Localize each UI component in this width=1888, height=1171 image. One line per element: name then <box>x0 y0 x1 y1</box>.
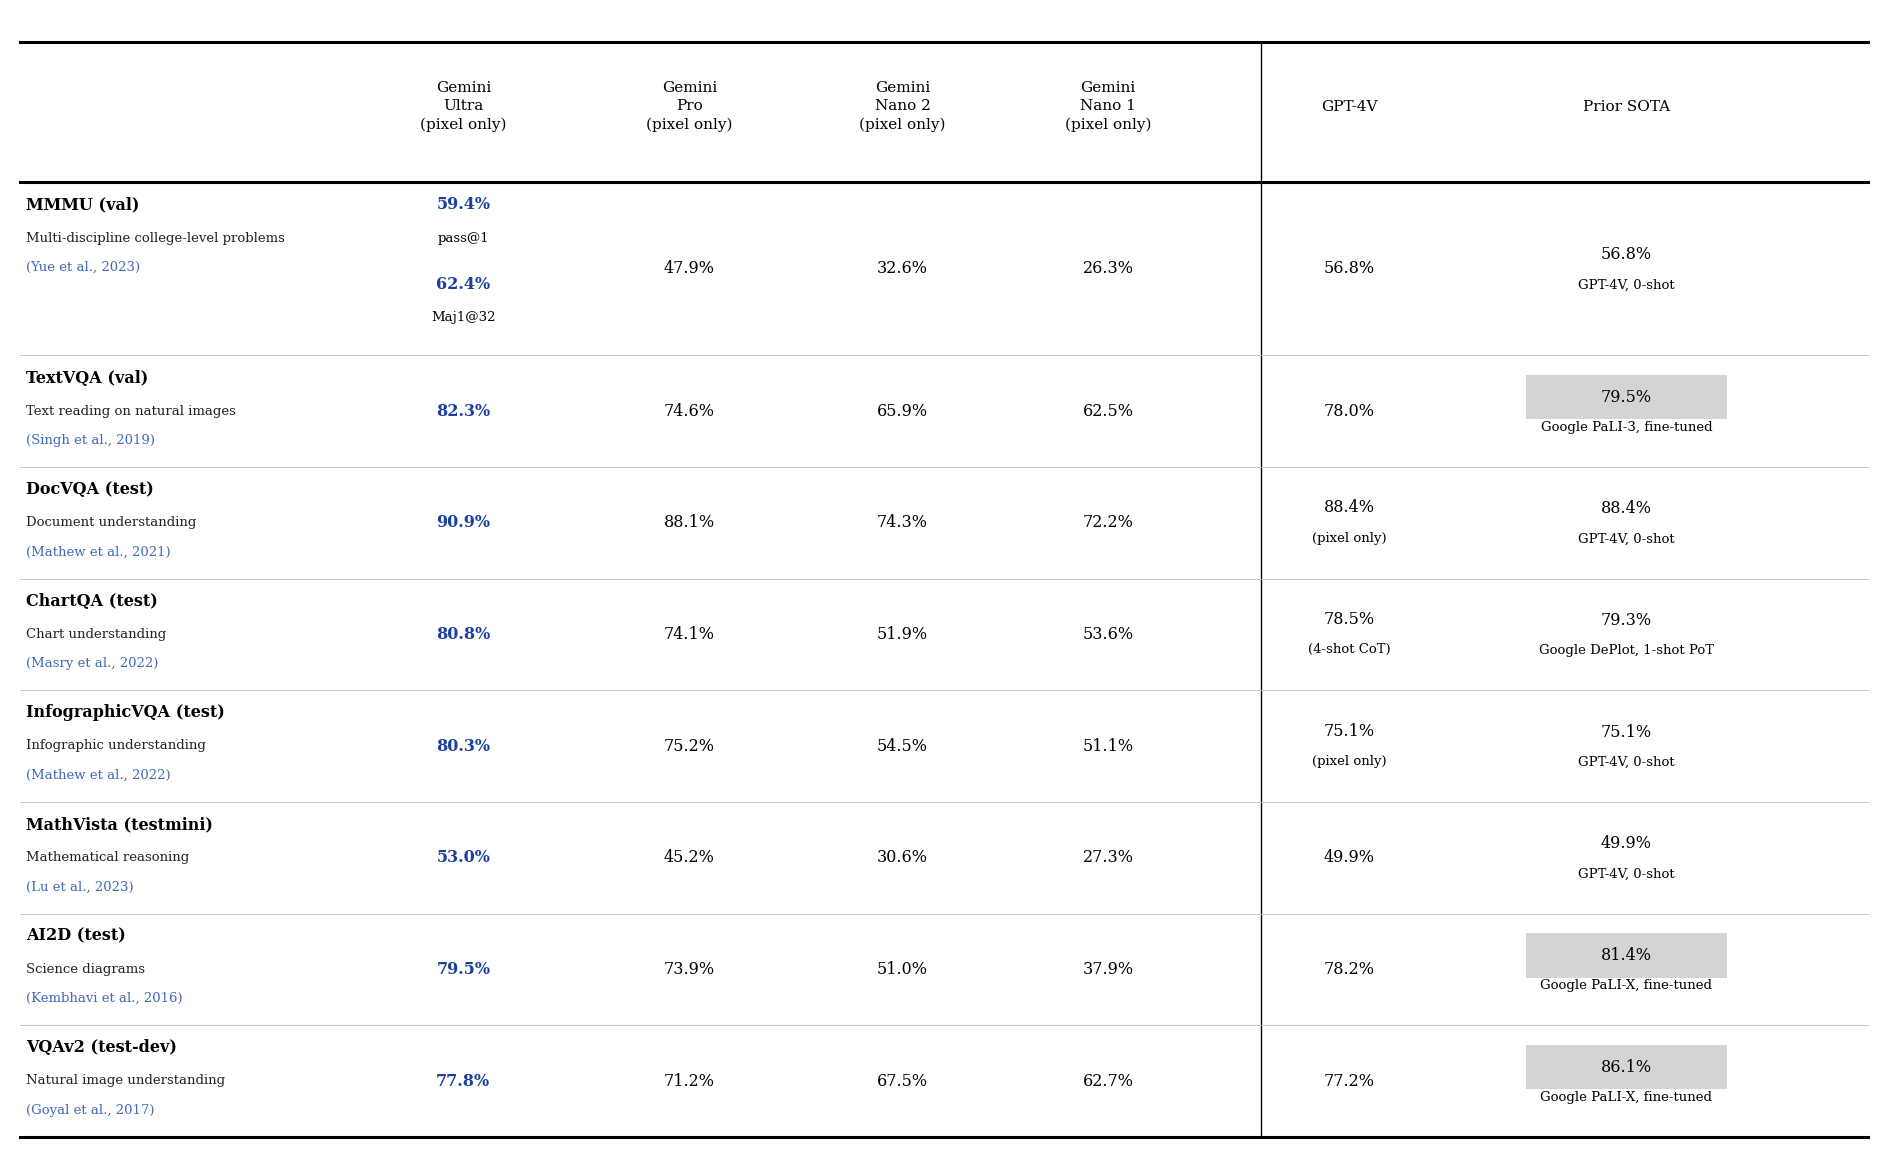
Text: GPT-4V, 0-shot: GPT-4V, 0-shot <box>1578 756 1675 769</box>
Text: 45.2%: 45.2% <box>665 849 716 867</box>
Text: 78.2%: 78.2% <box>1323 961 1374 978</box>
Text: 53.0%: 53.0% <box>436 849 491 867</box>
Text: Natural image understanding: Natural image understanding <box>26 1074 225 1088</box>
Text: 90.9%: 90.9% <box>436 514 491 532</box>
Text: 51.1%: 51.1% <box>1082 738 1133 754</box>
Text: Gemini
Ultra
(pixel only): Gemini Ultra (pixel only) <box>419 81 506 132</box>
Text: 62.7%: 62.7% <box>1082 1073 1133 1089</box>
Text: Google DePlot, 1-shot PoT: Google DePlot, 1-shot PoT <box>1539 644 1714 657</box>
Text: (Mathew et al., 2021): (Mathew et al., 2021) <box>26 546 170 559</box>
FancyBboxPatch shape <box>1526 1045 1728 1089</box>
Text: 80.8%: 80.8% <box>436 626 491 643</box>
Text: 53.6%: 53.6% <box>1082 626 1133 643</box>
Text: 37.9%: 37.9% <box>1082 961 1133 978</box>
Text: 26.3%: 26.3% <box>1082 260 1133 278</box>
Text: 88.4%: 88.4% <box>1323 499 1374 516</box>
Text: 75.1%: 75.1% <box>1601 724 1652 741</box>
Text: 88.1%: 88.1% <box>665 514 716 532</box>
Text: (Goyal et al., 2017): (Goyal et al., 2017) <box>26 1103 155 1116</box>
Text: Infographic understanding: Infographic understanding <box>26 739 206 753</box>
Text: 74.1%: 74.1% <box>665 626 716 643</box>
Text: Text reading on natural images: Text reading on natural images <box>26 404 236 418</box>
Text: 73.9%: 73.9% <box>665 961 716 978</box>
Text: 74.3%: 74.3% <box>878 514 929 532</box>
Text: Prior SOTA: Prior SOTA <box>1582 100 1671 114</box>
Text: Gemini
Pro
(pixel only): Gemini Pro (pixel only) <box>646 81 733 132</box>
Text: 47.9%: 47.9% <box>665 260 716 278</box>
Text: 56.8%: 56.8% <box>1601 246 1652 263</box>
Text: Google PaLI-X, fine-tuned: Google PaLI-X, fine-tuned <box>1541 1091 1712 1104</box>
Text: 49.9%: 49.9% <box>1323 849 1374 867</box>
Text: (Kembhavi et al., 2016): (Kembhavi et al., 2016) <box>26 992 183 1005</box>
Text: 79.3%: 79.3% <box>1601 612 1652 629</box>
Text: VQAv2 (test-dev): VQAv2 (test-dev) <box>26 1040 177 1056</box>
Text: 62.4%: 62.4% <box>436 276 491 293</box>
Text: (Masry et al., 2022): (Masry et al., 2022) <box>26 657 159 670</box>
Text: 56.8%: 56.8% <box>1323 260 1374 278</box>
Text: 79.5%: 79.5% <box>436 961 491 978</box>
Text: Multi-discipline college-level problems: Multi-discipline college-level problems <box>26 232 285 245</box>
Text: (Yue et al., 2023): (Yue et al., 2023) <box>26 261 140 274</box>
Text: GPT-4V, 0-shot: GPT-4V, 0-shot <box>1578 533 1675 546</box>
Text: 81.4%: 81.4% <box>1601 947 1652 964</box>
Text: 72.2%: 72.2% <box>1082 514 1133 532</box>
Text: Maj1@32: Maj1@32 <box>430 311 495 324</box>
Text: 59.4%: 59.4% <box>436 197 491 213</box>
Text: 32.6%: 32.6% <box>878 260 929 278</box>
Text: InfographicVQA (test): InfographicVQA (test) <box>26 705 225 721</box>
Text: 86.1%: 86.1% <box>1601 1059 1652 1076</box>
Text: TextVQA (val): TextVQA (val) <box>26 370 147 386</box>
Text: 75.1%: 75.1% <box>1323 723 1374 740</box>
FancyBboxPatch shape <box>1526 933 1728 978</box>
Text: 79.5%: 79.5% <box>1601 389 1652 406</box>
Text: 77.2%: 77.2% <box>1323 1073 1374 1089</box>
Text: AI2D (test): AI2D (test) <box>26 927 126 945</box>
Text: GPT-4V, 0-shot: GPT-4V, 0-shot <box>1578 868 1675 881</box>
Text: 80.3%: 80.3% <box>436 738 491 754</box>
Text: Gemini
Nano 2
(pixel only): Gemini Nano 2 (pixel only) <box>859 81 946 132</box>
Text: 51.0%: 51.0% <box>878 961 929 978</box>
Text: 78.5%: 78.5% <box>1323 611 1374 628</box>
Text: GPT-4V, 0-shot: GPT-4V, 0-shot <box>1578 279 1675 292</box>
Text: Gemini
Nano 1
(pixel only): Gemini Nano 1 (pixel only) <box>1065 81 1152 132</box>
Text: 65.9%: 65.9% <box>876 403 929 420</box>
Text: 62.5%: 62.5% <box>1082 403 1133 420</box>
Text: 77.8%: 77.8% <box>436 1073 491 1089</box>
Text: Document understanding: Document understanding <box>26 516 196 529</box>
Text: Google PaLI-3, fine-tuned: Google PaLI-3, fine-tuned <box>1541 422 1712 434</box>
Text: 82.3%: 82.3% <box>436 403 491 420</box>
Text: 78.0%: 78.0% <box>1323 403 1374 420</box>
Text: 49.9%: 49.9% <box>1601 835 1652 852</box>
FancyBboxPatch shape <box>1526 375 1728 419</box>
Text: (Singh et al., 2019): (Singh et al., 2019) <box>26 433 155 447</box>
Text: MathVista (testmini): MathVista (testmini) <box>26 816 213 833</box>
Text: (Mathew et al., 2022): (Mathew et al., 2022) <box>26 768 170 782</box>
Text: Mathematical reasoning: Mathematical reasoning <box>26 851 189 864</box>
Text: 74.6%: 74.6% <box>665 403 716 420</box>
Text: 51.9%: 51.9% <box>876 626 929 643</box>
Text: (pixel only): (pixel only) <box>1312 532 1386 545</box>
Text: 27.3%: 27.3% <box>1082 849 1133 867</box>
Text: pass@1: pass@1 <box>438 232 489 245</box>
Text: Chart understanding: Chart understanding <box>26 628 166 641</box>
Text: (pixel only): (pixel only) <box>1312 755 1386 768</box>
Text: DocVQA (test): DocVQA (test) <box>26 481 153 498</box>
Text: GPT-4V: GPT-4V <box>1322 100 1378 114</box>
Text: Science diagrams: Science diagrams <box>26 963 145 975</box>
Text: 71.2%: 71.2% <box>665 1073 716 1089</box>
Text: 54.5%: 54.5% <box>878 738 929 754</box>
Text: 67.5%: 67.5% <box>876 1073 929 1089</box>
Text: 30.6%: 30.6% <box>878 849 929 867</box>
Text: (Lu et al., 2023): (Lu et al., 2023) <box>26 881 134 893</box>
Text: Google PaLI-X, fine-tuned: Google PaLI-X, fine-tuned <box>1541 979 1712 992</box>
Text: 88.4%: 88.4% <box>1601 500 1652 518</box>
Text: ChartQA (test): ChartQA (test) <box>26 593 157 610</box>
Text: MMMU (val): MMMU (val) <box>26 197 140 213</box>
Text: 75.2%: 75.2% <box>665 738 716 754</box>
Text: (4-shot CoT): (4-shot CoT) <box>1308 643 1391 656</box>
